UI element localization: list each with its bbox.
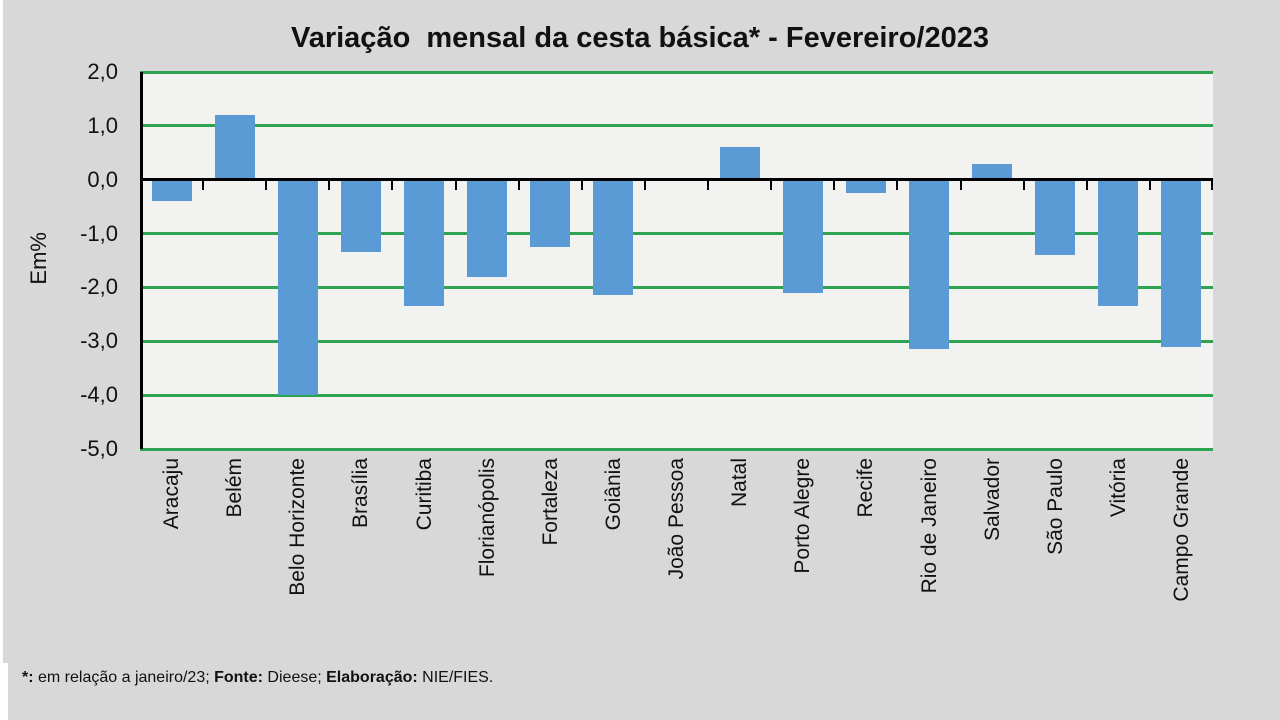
bar-florianópolis <box>467 179 508 277</box>
bar-salvador <box>972 163 1013 180</box>
x-label-goiânia: Goiânia <box>601 458 625 531</box>
bar-porto-alegre <box>782 179 823 293</box>
x-label-belo-horizonte: Belo Horizonte <box>286 458 310 596</box>
x-label-fortaleza: Fortaleza <box>538 458 562 546</box>
x-axis-tick <box>1085 179 1088 190</box>
y-axis-line <box>140 72 143 449</box>
y-axis-tick-labels: 2,0 1,0 0,0 -1,0 -2,0 -3,0 -4,0 -5,0 <box>0 59 118 461</box>
x-label-campo-grande: Campo Grande <box>1170 458 1194 602</box>
bar-natal <box>719 147 760 180</box>
x-label-rio-de-janeiro: Rio de Janeiro <box>917 458 941 594</box>
x-label-slot: Goiânia <box>582 458 645 658</box>
x-label-curitiba: Curitiba <box>412 458 436 531</box>
x-label-vitória: Vitória <box>1106 458 1130 518</box>
x-axis-tick <box>1211 179 1213 190</box>
footnote: *: em relação a janeiro/23; Fonte: Diees… <box>22 669 493 687</box>
x-label-brasília: Brasília <box>349 458 373 529</box>
y-tick-label: -1,0 <box>80 220 118 246</box>
x-label-slot: Salvador <box>961 458 1024 658</box>
x-axis-tick <box>328 179 331 190</box>
x-axis-tick <box>454 179 457 190</box>
x-label-slot: Rio de Janeiro <box>898 458 961 658</box>
y-tick-label: -5,0 <box>80 436 118 461</box>
x-axis-tick <box>140 179 142 190</box>
x-label-slot: João Pessoa <box>645 458 708 658</box>
x-axis-tick <box>959 179 962 190</box>
gridline <box>140 393 1213 397</box>
bar-recife <box>845 179 886 194</box>
bar-curitiba <box>404 179 445 307</box>
x-axis-tick <box>580 179 583 190</box>
x-label-slot: Fortaleza <box>519 458 582 658</box>
x-axis-line <box>140 178 1213 182</box>
footnote-asterisk-label: *: <box>22 669 34 686</box>
bar-belo-horizonte <box>277 179 318 396</box>
gridline <box>140 447 1213 451</box>
x-axis-tick <box>833 179 836 190</box>
x-label-slot: Vitória <box>1087 458 1150 658</box>
bar-vitória <box>1098 179 1139 307</box>
bar-aracaju <box>151 179 192 202</box>
x-label-recife: Recife <box>854 458 878 518</box>
x-axis-tick <box>896 179 899 190</box>
x-axis-tick <box>1022 179 1025 190</box>
x-label-slot: São Paulo <box>1024 458 1087 658</box>
x-label-slot: Florianópolis <box>456 458 519 658</box>
footnote-source-text: Dieese; <box>262 669 327 686</box>
bar-brasília <box>340 179 381 253</box>
footnote-note-text: em relação a janeiro/23; <box>33 669 215 686</box>
y-tick-label: -4,0 <box>80 382 118 408</box>
x-label-slot: Belém <box>203 458 266 658</box>
footnote-elaboration-text: NIE/FIES. <box>417 669 494 686</box>
x-label-porto-alegre: Porto Alegre <box>791 458 815 574</box>
footnote-elaboration-label: Elaboração: <box>326 669 418 686</box>
y-tick-label: 2,0 <box>87 59 118 84</box>
bar-rio-de-janeiro <box>908 179 949 350</box>
x-label-slot: Belo Horizonte <box>266 458 329 658</box>
x-label-slot: Porto Alegre <box>771 458 834 658</box>
gridline <box>140 70 1213 74</box>
x-axis-tick <box>707 179 710 190</box>
x-label-slot: Aracaju <box>140 458 203 658</box>
x-label-natal: Natal <box>728 458 752 508</box>
x-label-são-paulo: São Paulo <box>1043 458 1067 555</box>
x-axis-tick <box>643 179 646 190</box>
x-axis-tick <box>1148 179 1151 190</box>
x-axis-tick <box>391 179 394 190</box>
gridline <box>140 285 1213 289</box>
x-label-joão-pessoa: João Pessoa <box>665 458 689 580</box>
x-label-slot: Curitiba <box>393 458 456 658</box>
x-axis-category-labels: Aracaju Belém Belo Horizonte Brasília Curiti… <box>140 458 1213 658</box>
bar-fortaleza <box>530 179 571 248</box>
x-label-slot: Natal <box>708 458 771 658</box>
x-label-aracaju: Aracaju <box>160 458 184 530</box>
bar-goiânia <box>593 179 634 296</box>
plot-area <box>140 70 1213 451</box>
gridline <box>140 232 1213 236</box>
x-label-slot: Recife <box>834 458 897 658</box>
y-tick-label: 1,0 <box>87 112 118 138</box>
x-label-slot: Brasília <box>329 458 392 658</box>
y-tick-label: -2,0 <box>80 274 118 300</box>
x-label-salvador: Salvador <box>980 458 1004 541</box>
chart-title: Variação mensal da cesta básica* - Fever… <box>290 22 990 54</box>
gridline <box>140 339 1213 343</box>
x-axis-tick <box>202 179 205 190</box>
x-label-florianópolis: Florianópolis <box>475 458 499 578</box>
bar-são-paulo <box>1035 179 1076 256</box>
window-edge-artifact <box>0 0 3 720</box>
x-axis-tick <box>265 179 268 190</box>
bar-belém <box>214 115 255 180</box>
bar-campo-grande <box>1161 179 1202 347</box>
window-edge-artifact <box>0 663 8 720</box>
gridline <box>140 124 1213 128</box>
x-label-belém: Belém <box>223 458 247 518</box>
y-tick-label: -3,0 <box>80 328 118 354</box>
x-axis-tick <box>770 179 773 190</box>
y-tick-label: 0,0 <box>87 166 118 192</box>
footnote-source-label: Fonte: <box>214 669 263 686</box>
x-axis-tick <box>517 179 520 190</box>
x-label-slot: Campo Grande <box>1150 458 1213 658</box>
